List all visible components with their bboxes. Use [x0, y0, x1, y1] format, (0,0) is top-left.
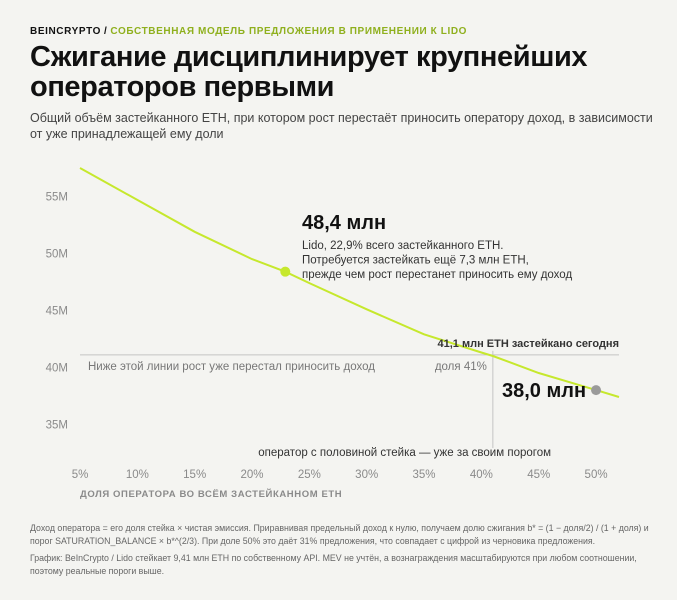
y-tick-label: 35M [46, 419, 68, 431]
brand-name: BEINCRYPTO [30, 26, 102, 37]
x-tick-label: 10% [126, 469, 149, 481]
lido-annotation-line-2: Потребуется застейкать ещё 7,3 млн ETH, [302, 255, 529, 267]
y-tick-label: 40M [46, 362, 68, 374]
x-axis-title: ДОЛЯ ОПЕРАТОРА ВО ВСЁМ ЗАСТЕЙКАННОМ ETH [80, 488, 342, 500]
lido-point [280, 266, 291, 277]
below-line-label: Ниже этой линии рост уже перестал принос… [88, 361, 375, 373]
kicker-topic: СОБСТВЕННАЯ МОДЕЛЬ ПРЕДЛОЖЕНИЯ В ПРИМЕНЕ… [110, 26, 468, 37]
y-tick-label: 50M [46, 248, 68, 260]
x-tick-label: 35% [413, 469, 436, 481]
series-curve [79, 167, 620, 398]
x-tick-label: 25% [298, 469, 321, 481]
page-subtitle: Общий объём застейканного ETH, при котор… [30, 111, 653, 141]
lido-annotation-line-1: Lido, 22,9% всего застейканного ETH. [302, 240, 503, 252]
x-tick-label: 20% [241, 469, 264, 481]
chart-svg: 35M 40M 45M 50M 55M 5% 10% 15% 20% 25% 30% 35% 40% 4… [46, 167, 620, 500]
lido-annotation-line-3: прежде чем рост перестанет приносить ему… [302, 269, 572, 281]
x-tick-label: 5% [72, 469, 89, 481]
y-axis-ticks: 35M 40M 45M 50M 55M [46, 191, 68, 431]
x-tick-label: 30% [355, 469, 378, 481]
kicker: BEINCRYPTO / СОБСТВЕННАЯ МОДЕЛЬ ПРЕДЛОЖЕНИ… [30, 26, 467, 37]
vertical-marker-label: доля 41% [435, 361, 487, 373]
kicker-separator: / [104, 26, 108, 37]
footer-source-note: График: BeInCrypto / Lido стейкает 9,41 … [30, 553, 637, 576]
x-tick-label: 45% [527, 469, 550, 481]
half-stake-value-label: 38,0 млн [502, 380, 586, 402]
half-stake-point [591, 385, 602, 396]
x-tick-label: 15% [183, 469, 206, 481]
page-title: Сжигание дисциплинирует крупнейших опера… [30, 41, 588, 103]
x-axis-ticks: 5% 10% 15% 20% 25% 30% 35% 40% 45% 50% [72, 469, 608, 481]
x-tick-label: 50% [585, 469, 608, 481]
lido-value-label: 48,4 млн [302, 212, 386, 234]
x-tick-label: 40% [470, 469, 493, 481]
y-tick-label: 55M [46, 191, 68, 203]
footer-notes: Доход оператора = его доля стейка × чист… [30, 522, 655, 582]
footer-method-note: Доход оператора = его доля стейка × чист… [30, 523, 649, 546]
half-stake-note: оператор с половиной стейка — уже за сво… [258, 447, 551, 459]
reference-line-label: 41,1 млн ETH застейкано сегодня [437, 338, 619, 350]
y-tick-label: 45M [46, 305, 68, 317]
